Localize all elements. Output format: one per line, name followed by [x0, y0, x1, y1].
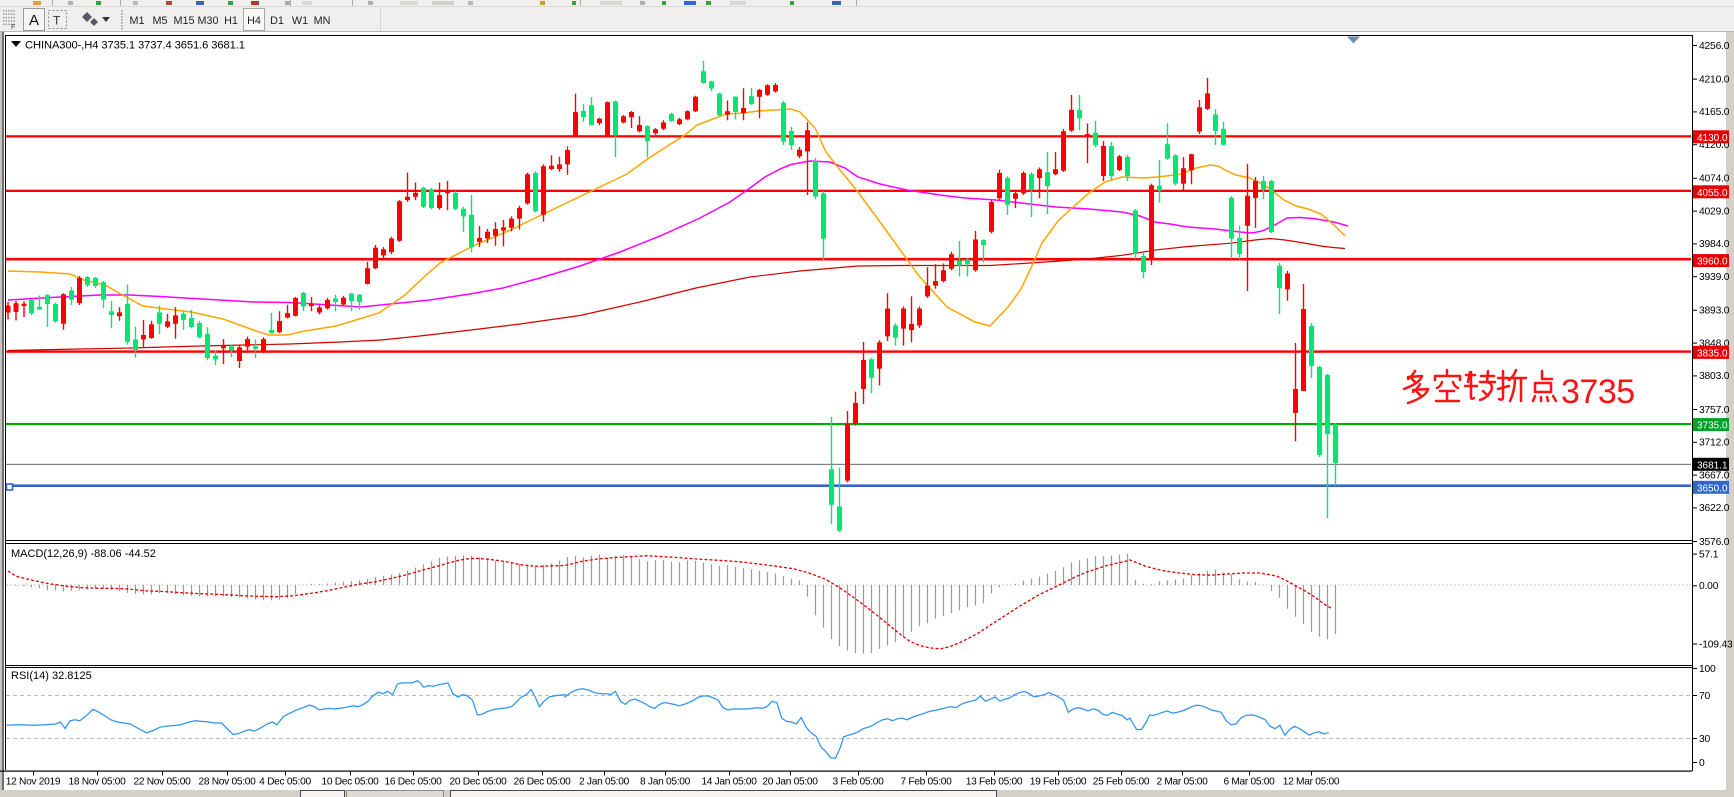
svg-text:CHINA300-,H4 3735.1 3737.4 36: CHINA300-,H4 3735.1 3737.4 3651.6 3681.1	[25, 40, 245, 52]
svg-text:13 Feb 05:00: 13 Feb 05:00	[966, 777, 1023, 788]
svg-text:25 Feb 05:00: 25 Feb 05:00	[1093, 777, 1150, 788]
svg-text:MN: MN	[314, 15, 331, 27]
svg-text:M30: M30	[197, 15, 218, 27]
svg-text:12 Mar 05:00: 12 Mar 05:00	[1283, 777, 1340, 788]
svg-text:3803.0: 3803.0	[1699, 371, 1730, 382]
svg-text:F: F	[11, 24, 15, 31]
svg-text:14 Jan 05:00: 14 Jan 05:00	[701, 777, 757, 788]
svg-text:M15: M15	[173, 15, 194, 27]
svg-text:M5: M5	[153, 15, 168, 27]
svg-text:2 Jan 05:00: 2 Jan 05:00	[579, 777, 630, 788]
svg-text:3712.0: 3712.0	[1699, 438, 1730, 449]
svg-text:D1: D1	[270, 15, 284, 27]
svg-text:-109.43: -109.43	[1699, 639, 1733, 650]
svg-text:12 Nov 2019: 12 Nov 2019	[6, 777, 61, 788]
svg-text:3 Feb 05:00: 3 Feb 05:00	[832, 777, 884, 788]
svg-text:A: A	[29, 12, 39, 29]
svg-text:26 Dec 05:00: 26 Dec 05:00	[513, 777, 571, 788]
svg-text:100: 100	[1699, 664, 1716, 675]
svg-text:20 Dec 05:00: 20 Dec 05:00	[449, 777, 507, 788]
svg-text:3576.0: 3576.0	[1699, 537, 1730, 548]
svg-text:T: T	[53, 14, 61, 28]
svg-text:0: 0	[1699, 758, 1705, 769]
svg-text:4120.0: 4120.0	[1699, 140, 1730, 151]
svg-text:3893.0: 3893.0	[1699, 306, 1730, 317]
svg-text:8 Jan 05:00: 8 Jan 05:00	[640, 777, 691, 788]
svg-text:M1: M1	[130, 15, 145, 27]
svg-text:22 Nov 05:00: 22 Nov 05:00	[133, 777, 191, 788]
svg-text:70: 70	[1699, 691, 1711, 702]
svg-text:3622.0: 3622.0	[1699, 503, 1730, 514]
svg-text:30: 30	[1699, 734, 1711, 745]
svg-text:4210.0: 4210.0	[1699, 74, 1730, 85]
svg-text:MACD(12,26,9) -88.06 -44.52: MACD(12,26,9) -88.06 -44.52	[11, 548, 156, 560]
svg-text:3757.0: 3757.0	[1699, 405, 1730, 416]
svg-text:4055.0: 4055.0	[1697, 188, 1728, 199]
svg-text:H4: H4	[247, 15, 261, 27]
svg-text:18 Nov 05:00: 18 Nov 05:00	[68, 777, 126, 788]
svg-text:4165.0: 4165.0	[1699, 107, 1730, 118]
svg-text:3650.0: 3650.0	[1697, 483, 1728, 494]
svg-text:4074.0: 4074.0	[1699, 174, 1730, 185]
svg-text:3735: 3735	[1561, 373, 1635, 411]
svg-text:W1: W1	[292, 15, 308, 27]
svg-text:2 Mar 05:00: 2 Mar 05:00	[1156, 777, 1208, 788]
svg-text:4 Dec 05:00: 4 Dec 05:00	[259, 777, 311, 788]
svg-text:7 Feb 05:00: 7 Feb 05:00	[900, 777, 952, 788]
svg-text:3835.0: 3835.0	[1697, 348, 1728, 359]
svg-text:10 Dec 05:00: 10 Dec 05:00	[321, 777, 379, 788]
svg-text:3960.0: 3960.0	[1697, 257, 1728, 268]
svg-text:3735.0: 3735.0	[1697, 421, 1728, 432]
svg-text:4130.0: 4130.0	[1697, 133, 1728, 144]
svg-text:3848.0: 3848.0	[1699, 338, 1730, 349]
svg-text:57.1: 57.1	[1699, 549, 1719, 560]
svg-text:16 Dec 05:00: 16 Dec 05:00	[384, 777, 442, 788]
svg-text:4256.0: 4256.0	[1699, 41, 1730, 52]
svg-text:3984.0: 3984.0	[1699, 239, 1730, 250]
svg-text:H1: H1	[224, 15, 238, 27]
svg-text:3939.0: 3939.0	[1699, 272, 1730, 283]
svg-text:19 Feb 05:00: 19 Feb 05:00	[1030, 777, 1087, 788]
svg-text:4029.0: 4029.0	[1699, 206, 1730, 217]
svg-text:3681.1: 3681.1	[1697, 460, 1728, 471]
svg-text:0.00: 0.00	[1699, 581, 1719, 592]
svg-text:3667.0: 3667.0	[1699, 470, 1730, 481]
svg-text:RSI(14) 32.8125: RSI(14) 32.8125	[11, 670, 92, 682]
svg-text:6 Mar 05:00: 6 Mar 05:00	[1223, 777, 1275, 788]
svg-text:28 Nov 05:00: 28 Nov 05:00	[198, 777, 256, 788]
svg-text:20 Jan 05:00: 20 Jan 05:00	[762, 777, 818, 788]
